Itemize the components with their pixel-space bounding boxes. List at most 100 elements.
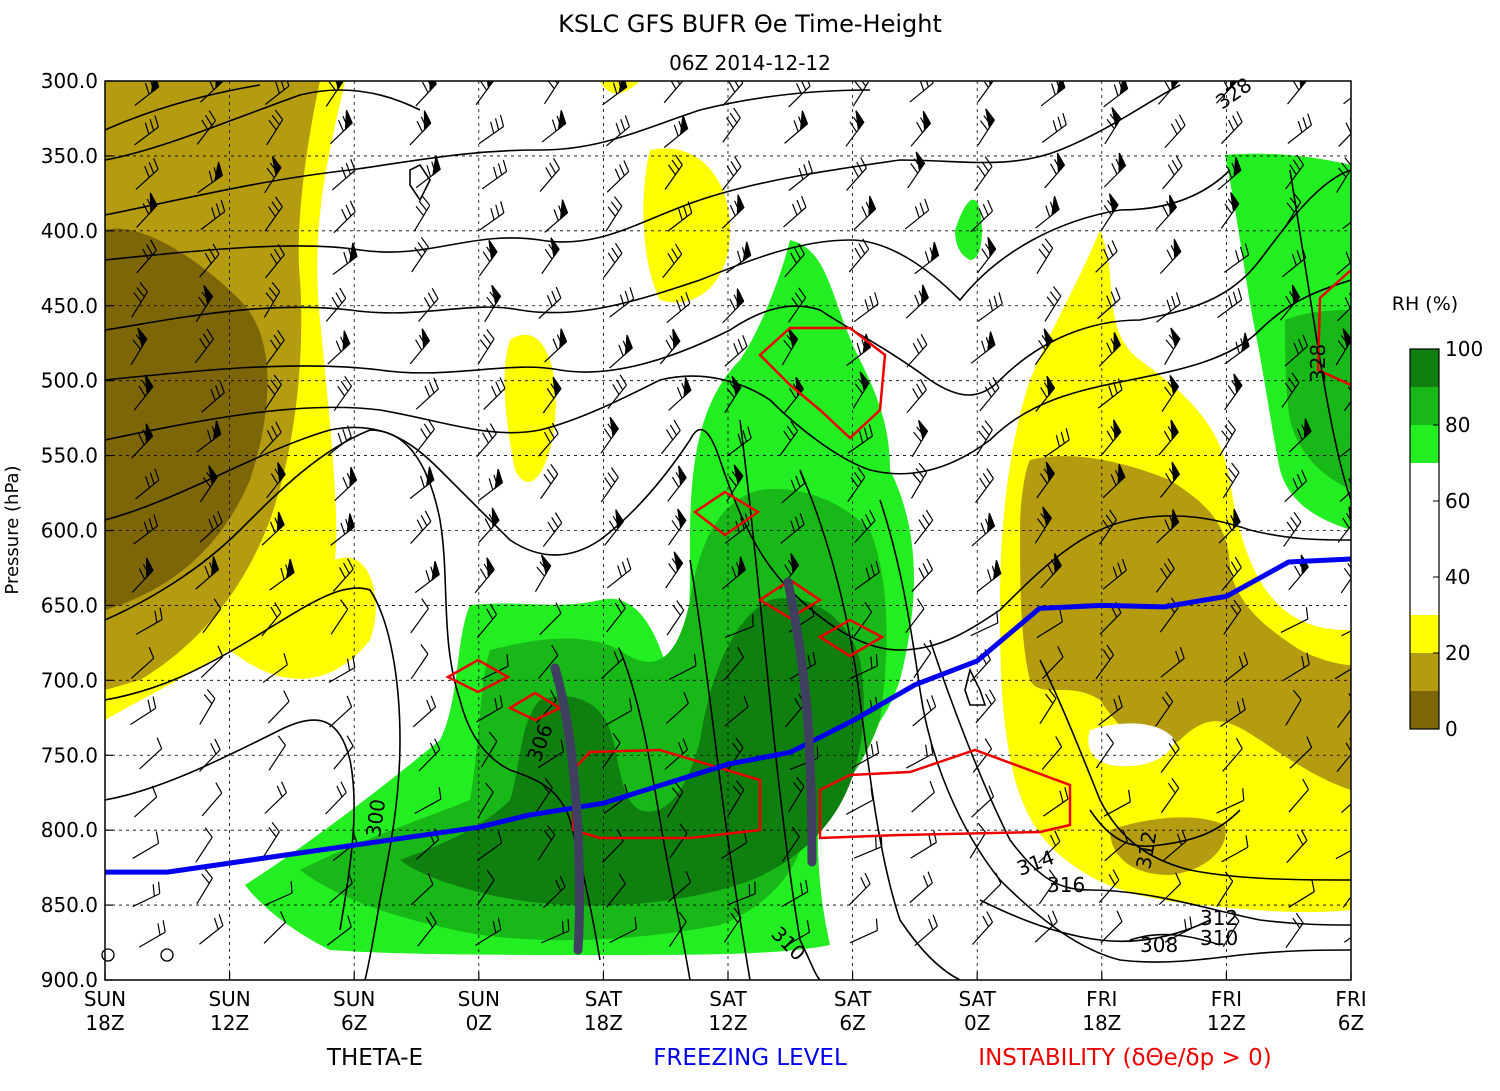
wind-barb	[139, 737, 163, 770]
wind-barb	[853, 195, 877, 231]
wind-barb	[1036, 461, 1055, 499]
wind-barb	[539, 157, 561, 192]
wind-barb	[605, 698, 633, 726]
wind-barb	[1041, 736, 1063, 771]
x-tick-label-hour: 6Z	[341, 1011, 367, 1035]
wind-barb	[1284, 192, 1302, 228]
wind-barb	[854, 560, 880, 591]
wind-barb	[264, 156, 282, 194]
theta-e-contour	[1089, 809, 1241, 847]
wind-barb	[854, 509, 876, 544]
wind-barb	[601, 830, 624, 864]
wind-barb	[663, 115, 689, 148]
wind-barb	[1034, 506, 1053, 544]
wind-barb	[1335, 849, 1351, 860]
wind-barb	[846, 788, 874, 815]
wind-barb	[325, 781, 347, 815]
wind-barb	[970, 610, 999, 637]
wind-barb	[534, 554, 552, 593]
y-tick-label: 300.0	[41, 69, 98, 93]
wind-barb	[136, 192, 158, 228]
wind-barb	[1342, 895, 1351, 908]
wind-barb	[1104, 107, 1122, 145]
wind-barb	[135, 607, 163, 635]
wind-barb	[846, 157, 867, 191]
wind-barb	[133, 374, 154, 411]
wind-barb	[1339, 434, 1351, 458]
wind-barb	[1158, 419, 1179, 456]
wind-barb	[261, 602, 282, 637]
wind-barb	[609, 916, 638, 944]
wind-barb	[1283, 652, 1310, 681]
wind-barb	[478, 469, 504, 502]
wind-barb	[418, 288, 439, 322]
x-tick-label-day: FRI	[1335, 987, 1366, 1011]
y-tick-label: 500.0	[41, 369, 98, 393]
wind-barb	[1102, 558, 1127, 590]
wind-barb	[410, 598, 429, 634]
wind-barb	[264, 81, 290, 106]
wind-barb	[540, 463, 559, 500]
wind-barb	[199, 510, 223, 543]
wind-barb	[609, 334, 633, 369]
wind-barb	[1284, 469, 1308, 503]
wind-barb	[325, 81, 344, 107]
wind-barb	[725, 737, 744, 773]
wind-barb	[1102, 463, 1126, 499]
wind-barb	[1335, 328, 1351, 366]
wind-barb	[668, 653, 697, 680]
wind-barb	[481, 731, 498, 768]
wind-barb	[131, 423, 154, 459]
wind-barb	[261, 511, 285, 546]
wind-barb	[847, 467, 866, 503]
wind-barb	[723, 646, 744, 681]
wind-barb	[969, 822, 987, 859]
wind-barb	[606, 597, 626, 633]
wind-barb	[476, 695, 503, 723]
y-tick-label: 800.0	[41, 818, 98, 842]
wind-barb	[200, 81, 224, 103]
x-tick-label-day: SUN	[84, 987, 126, 1011]
wind-barb	[133, 514, 159, 545]
wind-barb	[609, 287, 635, 318]
legend-instability-math: δΘe/δp > 0	[1131, 1045, 1262, 1071]
wind-barb	[1098, 869, 1120, 904]
wind-barb	[331, 158, 356, 191]
wind-barb	[474, 917, 502, 946]
wind-barb	[1034, 328, 1054, 366]
wind-barb	[909, 871, 933, 904]
theta-e-contour	[105, 169, 1231, 331]
wind-barb	[267, 690, 290, 724]
wind-barb	[539, 602, 562, 636]
wind-barb	[781, 471, 806, 504]
wind-barb	[971, 785, 995, 818]
wind-barb	[726, 426, 752, 457]
wind-barb	[1038, 869, 1057, 905]
wind-barb	[1155, 691, 1174, 727]
wind-barb	[332, 242, 358, 275]
y-tick-label: 900.0	[41, 968, 98, 992]
wind-barb	[542, 512, 563, 547]
wind-barb	[333, 200, 356, 234]
wind-barb	[478, 507, 500, 543]
wind-barb	[1104, 829, 1128, 862]
wind-barb	[905, 284, 929, 319]
chart-title: KSLC GFS BUFR Θe Time-Height	[558, 10, 942, 38]
wind-barb	[721, 194, 745, 229]
wind-barb	[333, 376, 353, 412]
wind-barb	[784, 243, 805, 278]
wind-barb	[264, 244, 285, 279]
y-tick-label: 750.0	[41, 743, 98, 767]
wind-barb	[1036, 238, 1054, 274]
wind-barb	[849, 653, 878, 680]
wind-barb	[853, 292, 879, 323]
wind-barb	[1039, 688, 1057, 725]
y-tick-label: 600.0	[41, 519, 98, 543]
wind-barb	[1339, 478, 1351, 503]
colorbar-tick-label: 100	[1445, 337, 1483, 361]
colorbar-tick-label: 40	[1445, 565, 1470, 589]
colorbar-bin	[1410, 463, 1439, 615]
wind-barb	[266, 462, 286, 499]
wind-barb	[912, 695, 937, 727]
x-tick-label-day: SAT	[709, 987, 747, 1011]
